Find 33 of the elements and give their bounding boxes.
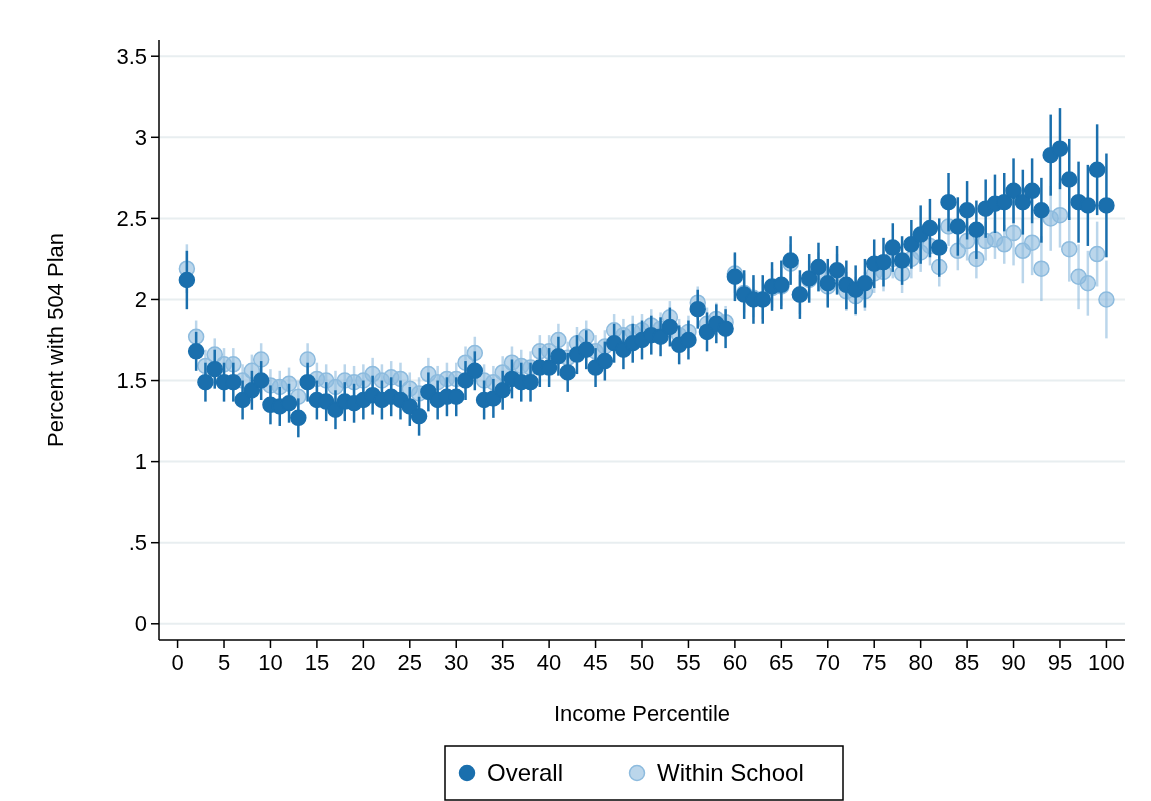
- y-tick-label: .5: [128, 530, 147, 556]
- x-tick-label: 10: [258, 650, 283, 675]
- y-tick-label: 2.5: [116, 206, 147, 232]
- x-tick-label: 95: [1047, 650, 1073, 675]
- x-tick-label: 80: [908, 650, 933, 675]
- y-tick-label: 1: [134, 449, 147, 475]
- y-axis-title: Percent with 504 Plan: [43, 232, 68, 448]
- x-tick-label: 35: [490, 650, 515, 675]
- y-tick-label: 0: [134, 611, 147, 637]
- x-tick-label: 30: [443, 650, 469, 675]
- y-tick-label: 2: [134, 287, 147, 313]
- x-tick-label: 5: [217, 650, 231, 675]
- x-tick-label: 0: [171, 650, 184, 675]
- x-tick-label: 40: [536, 650, 562, 675]
- x-axis-title: Income Percentile: [553, 701, 731, 726]
- x-tick-label: 25: [397, 650, 423, 675]
- y-tick-label: 1.5: [116, 368, 147, 394]
- x-tick-label: 50: [629, 650, 655, 675]
- x-tick-label: 70: [815, 650, 841, 675]
- x-tick-label: 20: [351, 650, 376, 675]
- x-tick-label: 65: [769, 650, 794, 675]
- legend-label: Overall: [487, 759, 564, 787]
- x-tick-label: 45: [583, 650, 608, 675]
- x-tick-label: 60: [722, 650, 748, 675]
- x-tick-label: 85: [954, 650, 980, 675]
- x-tick-label: 55: [676, 650, 701, 675]
- x-tick-label: 15: [304, 650, 330, 675]
- legend-label: Within School: [657, 759, 804, 787]
- x-tick-label: 75: [861, 650, 887, 675]
- x-tick-label: 90: [1001, 650, 1026, 675]
- x-tick-label: 100: [1088, 650, 1125, 675]
- y-tick-label: 3.5: [116, 43, 147, 69]
- y-tick-label: 3: [134, 125, 147, 150]
